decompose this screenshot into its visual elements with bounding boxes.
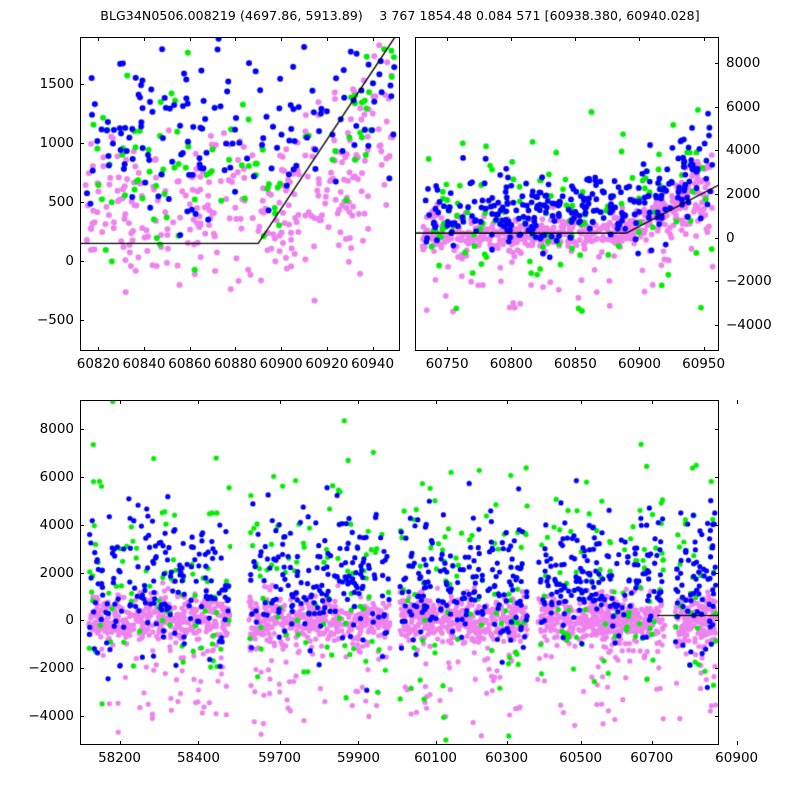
yticklabel-top-right: 2000 (726, 186, 761, 202)
xtick-bottom-mirror (736, 400, 738, 404)
xticklabel-bottom: 60100 (414, 750, 458, 766)
yticklabel-bottom: −2000 (28, 660, 74, 677)
yticklabel-top-right: 8000 (726, 55, 761, 72)
yticklabel-top-right: −2000 (726, 273, 772, 290)
xticklabel-top-right: 60900 (617, 356, 661, 372)
scatter-canvas-top-left (81, 38, 399, 350)
xticklabel-top-left: 60940 (351, 356, 395, 372)
xtick-bottom (736, 741, 738, 745)
yticklabel-top-left: −500 (36, 312, 74, 329)
xticklabel-bottom: 60300 (485, 750, 529, 766)
yticklabel-top-right: 4000 (726, 142, 761, 159)
xticklabel-bottom: 59900 (336, 750, 380, 766)
yticklabel-top-right: −4000 (726, 316, 772, 333)
xticklabel-top-left: 60840 (122, 356, 166, 372)
yticklabel-top-left: 0 (65, 253, 74, 270)
yticklabel-bottom: −4000 (28, 708, 74, 725)
yticklabel-bottom: 0 (65, 612, 74, 629)
xticklabel-bottom: 60500 (559, 750, 603, 766)
xticklabel-top-right: 60800 (489, 356, 533, 372)
panel-top-right-season[interactable] (415, 37, 719, 351)
xticklabel-top-right: 60950 (682, 356, 726, 372)
panel-top-left-zoom[interactable] (80, 37, 400, 351)
yticklabel-top-right: 0 (726, 229, 735, 246)
xticklabel-bottom: 60700 (630, 750, 674, 766)
yticklabel-top-left: 1500 (39, 76, 74, 93)
xticklabel-bottom: 58200 (98, 750, 142, 766)
xticklabel-bottom: 59700 (258, 750, 302, 766)
yticklabel-top-left: 500 (48, 194, 74, 211)
yticklabel-bottom: 4000 (39, 516, 74, 533)
figure-title: BLG34N0506.008219 (4697.86, 5913.89) 3 7… (100, 8, 700, 23)
xticklabel-top-left: 60880 (213, 356, 257, 372)
xticklabel-bottom: 58400 (176, 750, 220, 766)
xticklabel-top-left: 60920 (305, 356, 349, 372)
xticklabel-top-right: 60750 (425, 356, 469, 372)
yticklabel-bottom: 6000 (39, 468, 74, 485)
xticklabel-bottom: 60900 (715, 750, 759, 766)
xticklabel-top-left: 60820 (76, 356, 120, 372)
xticklabel-top-left: 60900 (259, 356, 303, 372)
yticklabel-top-left: 1000 (39, 135, 74, 152)
yticklabel-bottom: 2000 (39, 564, 74, 581)
panel-bottom-full-lightcurve[interactable] (80, 400, 719, 745)
xticklabel-top-left: 60860 (168, 356, 212, 372)
scatter-canvas-bottom (81, 401, 718, 744)
yticklabel-bottom: 8000 (39, 420, 74, 437)
xticklabel-top-right: 60850 (553, 356, 597, 372)
yticklabel-top-right: 6000 (726, 98, 761, 115)
scatter-canvas-top-right (416, 38, 718, 350)
